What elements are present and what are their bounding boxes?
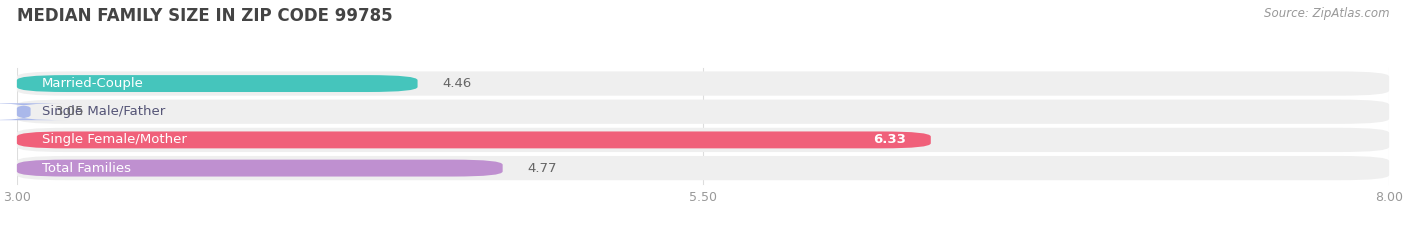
FancyBboxPatch shape xyxy=(17,100,1389,124)
Text: MEDIAN FAMILY SIZE IN ZIP CODE 99785: MEDIAN FAMILY SIZE IN ZIP CODE 99785 xyxy=(17,7,392,25)
FancyBboxPatch shape xyxy=(17,75,418,92)
FancyBboxPatch shape xyxy=(17,131,931,148)
Text: Single Male/Father: Single Male/Father xyxy=(42,105,165,118)
Text: Single Female/Mother: Single Female/Mother xyxy=(42,134,187,146)
Text: Source: ZipAtlas.com: Source: ZipAtlas.com xyxy=(1264,7,1389,20)
Text: 6.33: 6.33 xyxy=(873,134,905,146)
Text: Married-Couple: Married-Couple xyxy=(42,77,143,90)
FancyBboxPatch shape xyxy=(17,72,1389,96)
Text: 4.46: 4.46 xyxy=(443,77,471,90)
FancyBboxPatch shape xyxy=(0,103,66,120)
Text: 3.05: 3.05 xyxy=(55,105,84,118)
FancyBboxPatch shape xyxy=(17,160,503,177)
FancyBboxPatch shape xyxy=(17,128,1389,152)
FancyBboxPatch shape xyxy=(17,156,1389,180)
Text: 4.77: 4.77 xyxy=(527,161,557,175)
Text: Total Families: Total Families xyxy=(42,161,131,175)
